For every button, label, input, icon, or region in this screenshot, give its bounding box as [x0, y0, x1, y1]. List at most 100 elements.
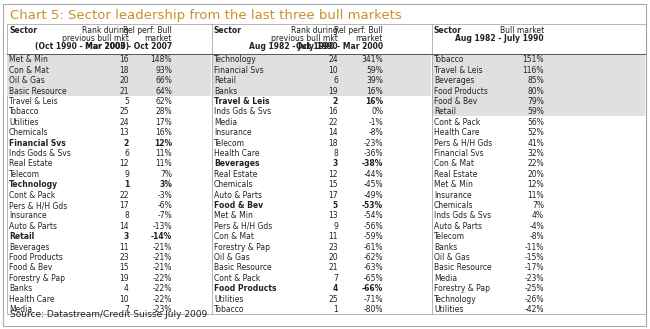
Text: 19: 19 — [120, 274, 129, 283]
Text: 17%: 17% — [155, 118, 172, 127]
Text: 11%: 11% — [155, 149, 172, 158]
Text: Oil & Gas: Oil & Gas — [434, 253, 470, 262]
Text: Financial Svs: Financial Svs — [214, 66, 264, 75]
Text: 66%: 66% — [155, 76, 172, 85]
Text: Basic Resource: Basic Resource — [434, 264, 491, 272]
Text: -22%: -22% — [153, 284, 172, 293]
Bar — [432, 54, 645, 64]
Text: Auto & Parts: Auto & Parts — [9, 222, 57, 231]
Text: 59%: 59% — [366, 66, 383, 75]
Text: Retail: Retail — [434, 108, 456, 116]
Text: -62%: -62% — [363, 253, 383, 262]
Text: Met & Min: Met & Min — [9, 56, 48, 64]
Text: Forestry & Pap: Forestry & Pap — [434, 284, 490, 293]
Text: 4: 4 — [124, 284, 129, 293]
Text: 21: 21 — [120, 87, 129, 96]
Text: Cont & Pack: Cont & Pack — [434, 118, 480, 127]
Bar — [212, 85, 431, 96]
Text: Utilities: Utilities — [9, 118, 38, 127]
Text: Food Products: Food Products — [214, 284, 276, 293]
Text: -44%: -44% — [363, 170, 383, 179]
Text: 62%: 62% — [155, 97, 172, 106]
Text: Chemicals: Chemicals — [434, 201, 473, 210]
Text: 17: 17 — [328, 191, 338, 200]
Text: Beverages: Beverages — [214, 160, 259, 168]
Text: Con & Mat: Con & Mat — [9, 66, 49, 75]
Text: Pers & H/H Gds: Pers & H/H Gds — [214, 222, 272, 231]
Text: 20: 20 — [328, 253, 338, 262]
Bar — [7, 54, 211, 64]
Bar — [7, 75, 211, 85]
Text: 17: 17 — [120, 201, 129, 210]
Text: 93%: 93% — [155, 66, 172, 75]
Bar — [432, 106, 645, 116]
Text: 11%: 11% — [527, 191, 544, 200]
Text: 24: 24 — [120, 118, 129, 127]
Text: 8: 8 — [124, 212, 129, 220]
Text: Inds Gds & Svs: Inds Gds & Svs — [434, 212, 491, 220]
Bar — [7, 85, 211, 96]
Text: Rel perf: Bull: Rel perf: Bull — [123, 26, 172, 35]
Text: 79%: 79% — [527, 97, 544, 106]
Text: Insurance: Insurance — [434, 191, 472, 200]
Text: Utilities: Utilities — [214, 295, 243, 304]
Text: 23: 23 — [120, 253, 129, 262]
Text: Cont & Pack: Cont & Pack — [214, 274, 260, 283]
Text: 59%: 59% — [527, 108, 544, 116]
Text: 25: 25 — [120, 108, 129, 116]
Text: Utilities: Utilities — [434, 305, 463, 314]
Text: Food & Bev: Food & Bev — [434, 97, 477, 106]
Text: -49%: -49% — [363, 191, 383, 200]
Text: -22%: -22% — [153, 274, 172, 283]
Text: 10: 10 — [328, 66, 338, 75]
Text: Health Care: Health Care — [434, 128, 480, 137]
Text: -21%: -21% — [153, 264, 172, 272]
Text: 22%: 22% — [527, 160, 544, 168]
Text: 2: 2 — [124, 139, 129, 148]
Text: Chemicals: Chemicals — [9, 128, 49, 137]
Text: 13: 13 — [120, 128, 129, 137]
Text: 16%: 16% — [155, 128, 172, 137]
Text: Basic Resource: Basic Resource — [9, 87, 66, 96]
Bar — [212, 54, 431, 64]
Text: 3: 3 — [333, 160, 338, 168]
Text: Technology: Technology — [9, 180, 58, 189]
Text: -80%: -80% — [363, 305, 383, 314]
Text: -8%: -8% — [369, 128, 383, 137]
Text: Travel & Leis: Travel & Leis — [434, 66, 482, 75]
Text: 1: 1 — [124, 180, 129, 189]
Text: -17%: -17% — [525, 264, 544, 272]
Text: 22: 22 — [328, 118, 338, 127]
Text: 2: 2 — [333, 97, 338, 106]
Text: 23: 23 — [328, 243, 338, 252]
Text: -14%: -14% — [151, 232, 172, 241]
Text: 24: 24 — [328, 56, 338, 64]
Text: 14: 14 — [120, 222, 129, 231]
Text: Tobacco: Tobacco — [9, 108, 40, 116]
Text: Tobacco: Tobacco — [434, 56, 465, 64]
Text: Sector: Sector — [9, 26, 37, 35]
Text: Food Products: Food Products — [9, 253, 63, 262]
Text: -7%: -7% — [157, 212, 172, 220]
Text: 80%: 80% — [527, 87, 544, 96]
Text: 11%: 11% — [155, 160, 172, 168]
Text: 6: 6 — [124, 149, 129, 158]
Bar — [432, 85, 645, 96]
Text: 16%: 16% — [365, 97, 383, 106]
Text: Telecom: Telecom — [9, 170, 40, 179]
Text: Rel perf: Bull: Rel perf: Bull — [334, 26, 383, 35]
Text: 15: 15 — [120, 264, 129, 272]
Text: Banks: Banks — [9, 284, 32, 293]
Text: Oil & Gas: Oil & Gas — [9, 76, 45, 85]
Text: Health Care: Health Care — [9, 295, 55, 304]
Text: -42%: -42% — [525, 305, 544, 314]
Text: previous bull mkt: previous bull mkt — [271, 34, 338, 43]
Text: -23%: -23% — [153, 305, 172, 314]
Text: 85%: 85% — [527, 76, 544, 85]
Text: 12%: 12% — [527, 180, 544, 189]
Text: Auto & Parts: Auto & Parts — [214, 191, 262, 200]
Text: Financial Svs: Financial Svs — [9, 139, 66, 148]
Text: Pers & H/H Gds: Pers & H/H Gds — [9, 201, 67, 210]
Text: Aug 1982 - July 1990: Aug 1982 - July 1990 — [250, 41, 338, 51]
Text: Health Care: Health Care — [214, 149, 259, 158]
